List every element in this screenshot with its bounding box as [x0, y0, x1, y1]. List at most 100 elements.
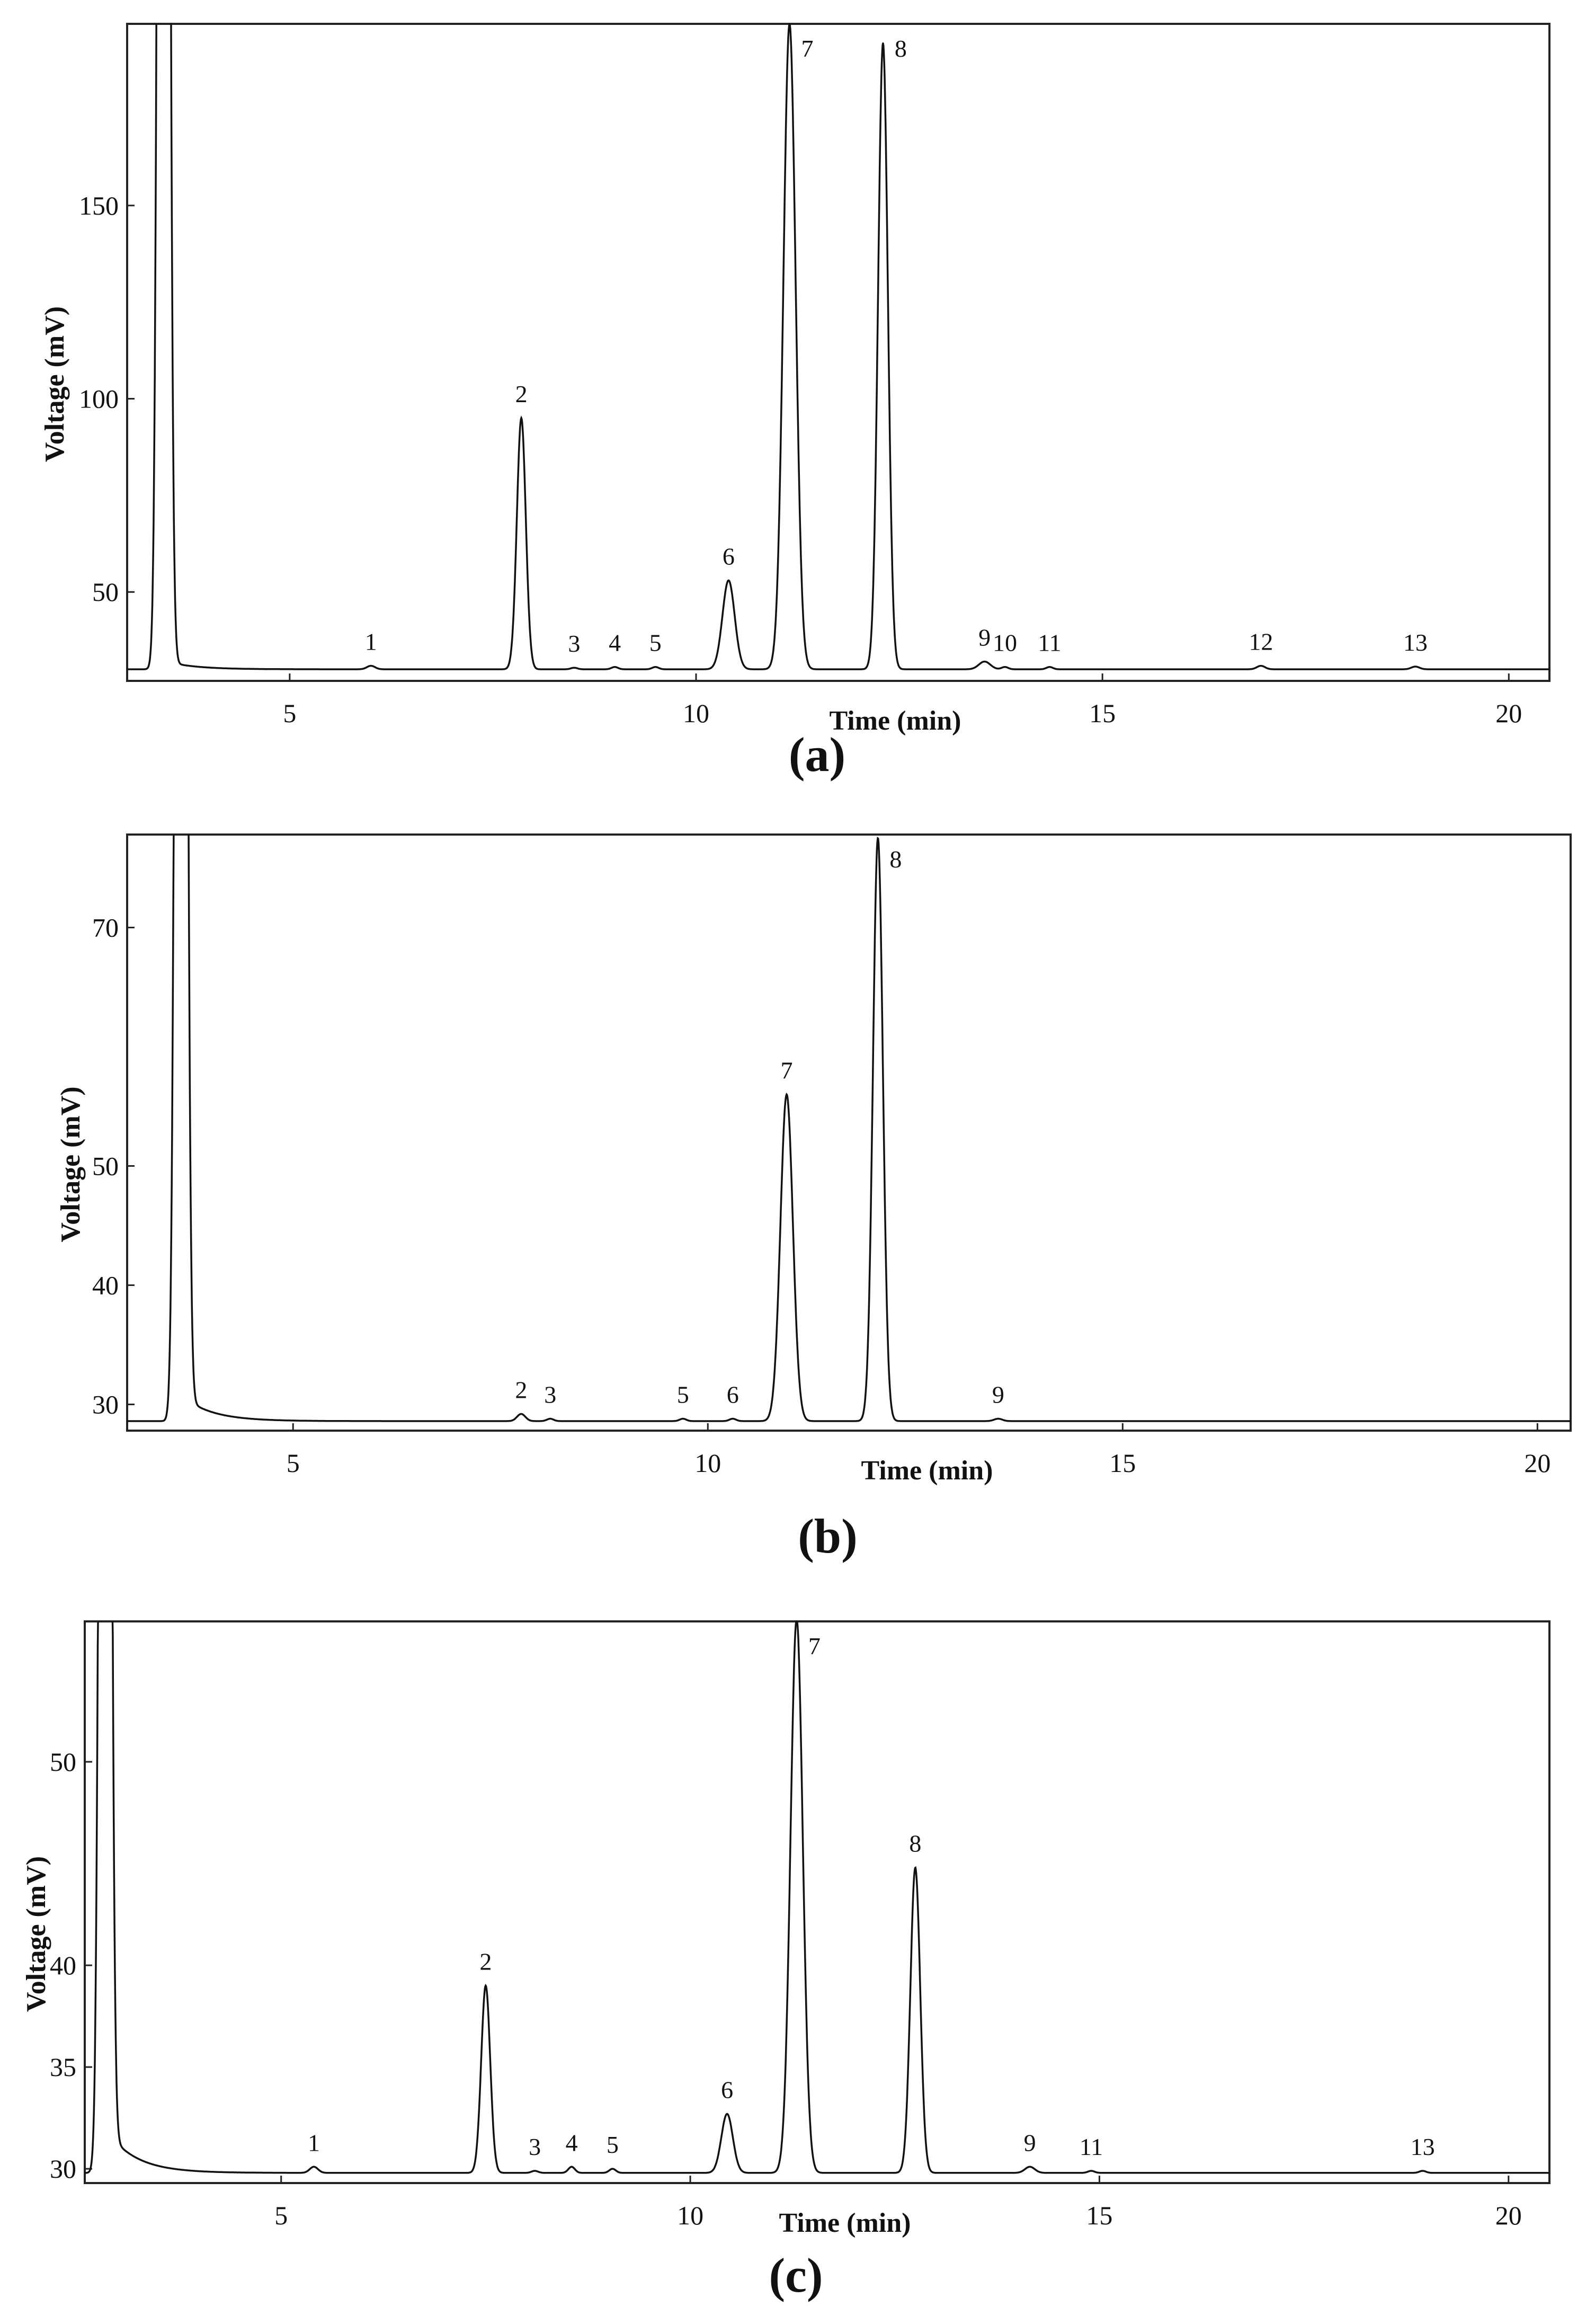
peak-13-label: 13	[1411, 2133, 1435, 2160]
peak-1-marker	[313, 2166, 315, 2168]
peak-9-marker	[1029, 2166, 1031, 2168]
peak-4-marker	[614, 666, 616, 668]
y-tick-label: 100	[79, 384, 119, 414]
peak-7-marker	[796, 1620, 798, 1622]
peak-7-label: 7	[808, 1633, 821, 1660]
panel-caption: (c)	[769, 2248, 823, 2302]
x-axis-label: Time (min)	[861, 1456, 993, 1486]
plot-frame	[126, 833, 1572, 1432]
plot-frame	[84, 1620, 1551, 2184]
peak-8-marker	[882, 42, 884, 44]
y-tick-label: 40	[92, 1271, 119, 1300]
panel-caption: (a)	[789, 728, 845, 782]
peak-6-label: 6	[723, 543, 735, 570]
peak-5-label: 5	[677, 1381, 689, 1408]
peak-6-marker	[732, 1418, 734, 1420]
peak-3-label: 3	[568, 630, 580, 657]
y-tick-label: 35	[50, 2052, 76, 2082]
chart-panel-b: 5 10 15 20 30 40 50 70 Time (min) Voltage (mV) (b)…	[56, 833, 1572, 1563]
peak-2-marker	[520, 1413, 522, 1415]
peak-13-marker	[1422, 2170, 1424, 2172]
y-tick-label: 50	[50, 1747, 76, 1777]
peak-7-marker	[786, 1094, 788, 1095]
peak-13-marker	[1414, 666, 1416, 668]
peak-4-marker	[571, 2166, 573, 2168]
x-tick-label: 5	[283, 698, 296, 728]
peak-8-label: 8	[895, 35, 907, 62]
peak-6-marker	[726, 2113, 728, 2115]
chromatogram-trace	[85, 1621, 1549, 2174]
peak-4-label: 4	[609, 629, 621, 657]
y-tick-label: 50	[92, 1151, 119, 1181]
peak-9-marker	[984, 661, 986, 663]
peak-12-marker	[1260, 665, 1262, 667]
peak-1-label: 1	[308, 2129, 320, 2156]
peak-4-label: 4	[566, 2129, 578, 2156]
y-tick-label: 30	[92, 1390, 119, 1420]
peak-8-marker	[914, 1867, 916, 1869]
peak-13-label: 13	[1403, 629, 1428, 656]
peak-3-label: 3	[544, 1381, 556, 1408]
panel-caption: (b)	[798, 1509, 857, 1563]
peak-7-marker	[788, 23, 790, 25]
peak-8-marker	[877, 837, 879, 839]
x-tick-label: 10	[683, 698, 709, 728]
peak-2-marker	[485, 1984, 487, 1986]
peak-9-label: 9	[1024, 2129, 1036, 2156]
x-axis-label: Time (min)	[830, 706, 961, 736]
x-tick-label: 20	[1495, 2201, 1522, 2230]
peak-10-marker	[1004, 666, 1006, 668]
peak-2-label: 2	[479, 1948, 492, 1975]
peak-5-label: 5	[607, 2131, 619, 2158]
x-tick-label: 20	[1524, 1448, 1551, 1478]
y-axis-label: Voltage (mV)	[40, 306, 70, 462]
peak-11-marker	[1090, 2170, 1092, 2172]
peak-6-marker	[727, 579, 729, 581]
peak-5-marker	[682, 1418, 684, 1420]
x-tick-label: 10	[677, 2201, 703, 2230]
peak-8-label: 8	[889, 846, 902, 873]
peak-12-label: 12	[1249, 628, 1273, 655]
peak-7-label: 7	[781, 1057, 793, 1084]
peak-11-label: 11	[1080, 2133, 1103, 2160]
plot-frame	[126, 23, 1551, 682]
peak-1-label: 1	[365, 628, 377, 655]
x-axis-label: Time (min)	[779, 2208, 911, 2238]
x-tick-label: 5	[274, 2201, 288, 2230]
x-tick-label: 20	[1495, 698, 1522, 728]
peak-7-label: 7	[801, 35, 813, 62]
x-tick-label: 15	[1109, 1448, 1136, 1478]
peak-1-marker	[370, 665, 372, 667]
y-tick-label: 40	[50, 1950, 76, 1980]
peak-3-marker	[573, 667, 575, 669]
chromatogram-trace	[127, 24, 1549, 670]
peak-5-label: 5	[649, 629, 662, 657]
peak-11-label: 11	[1038, 629, 1061, 657]
chromatogram-trace	[127, 835, 1571, 1422]
peak-5-marker	[611, 2168, 613, 2170]
peak-6-label: 6	[727, 1381, 739, 1408]
peak-11-marker	[1048, 666, 1050, 668]
peak-10-label: 10	[993, 629, 1017, 657]
peak-9-label: 9	[978, 624, 991, 651]
peak-3-marker	[549, 1418, 551, 1420]
y-axis-label: Voltage (mV)	[56, 1086, 86, 1242]
x-tick-label: 15	[1086, 2201, 1112, 2230]
peak-9-label: 9	[992, 1381, 1004, 1408]
x-tick-label: 15	[1089, 698, 1116, 728]
peak-2-marker	[520, 417, 522, 419]
peak-2-label: 2	[515, 380, 528, 407]
peak-6-label: 6	[721, 2076, 733, 2103]
peak-3-marker	[534, 2170, 536, 2172]
y-tick-label: 150	[79, 191, 119, 220]
peak-5-marker	[654, 666, 656, 668]
x-tick-label: 10	[694, 1448, 721, 1478]
peak-9-marker	[997, 1418, 999, 1420]
y-axis-label: Voltage (mV)	[21, 1856, 51, 2012]
peak-8-label: 8	[909, 1830, 921, 1857]
peak-3-label: 3	[529, 2133, 541, 2160]
y-tick-label: 70	[92, 913, 119, 943]
